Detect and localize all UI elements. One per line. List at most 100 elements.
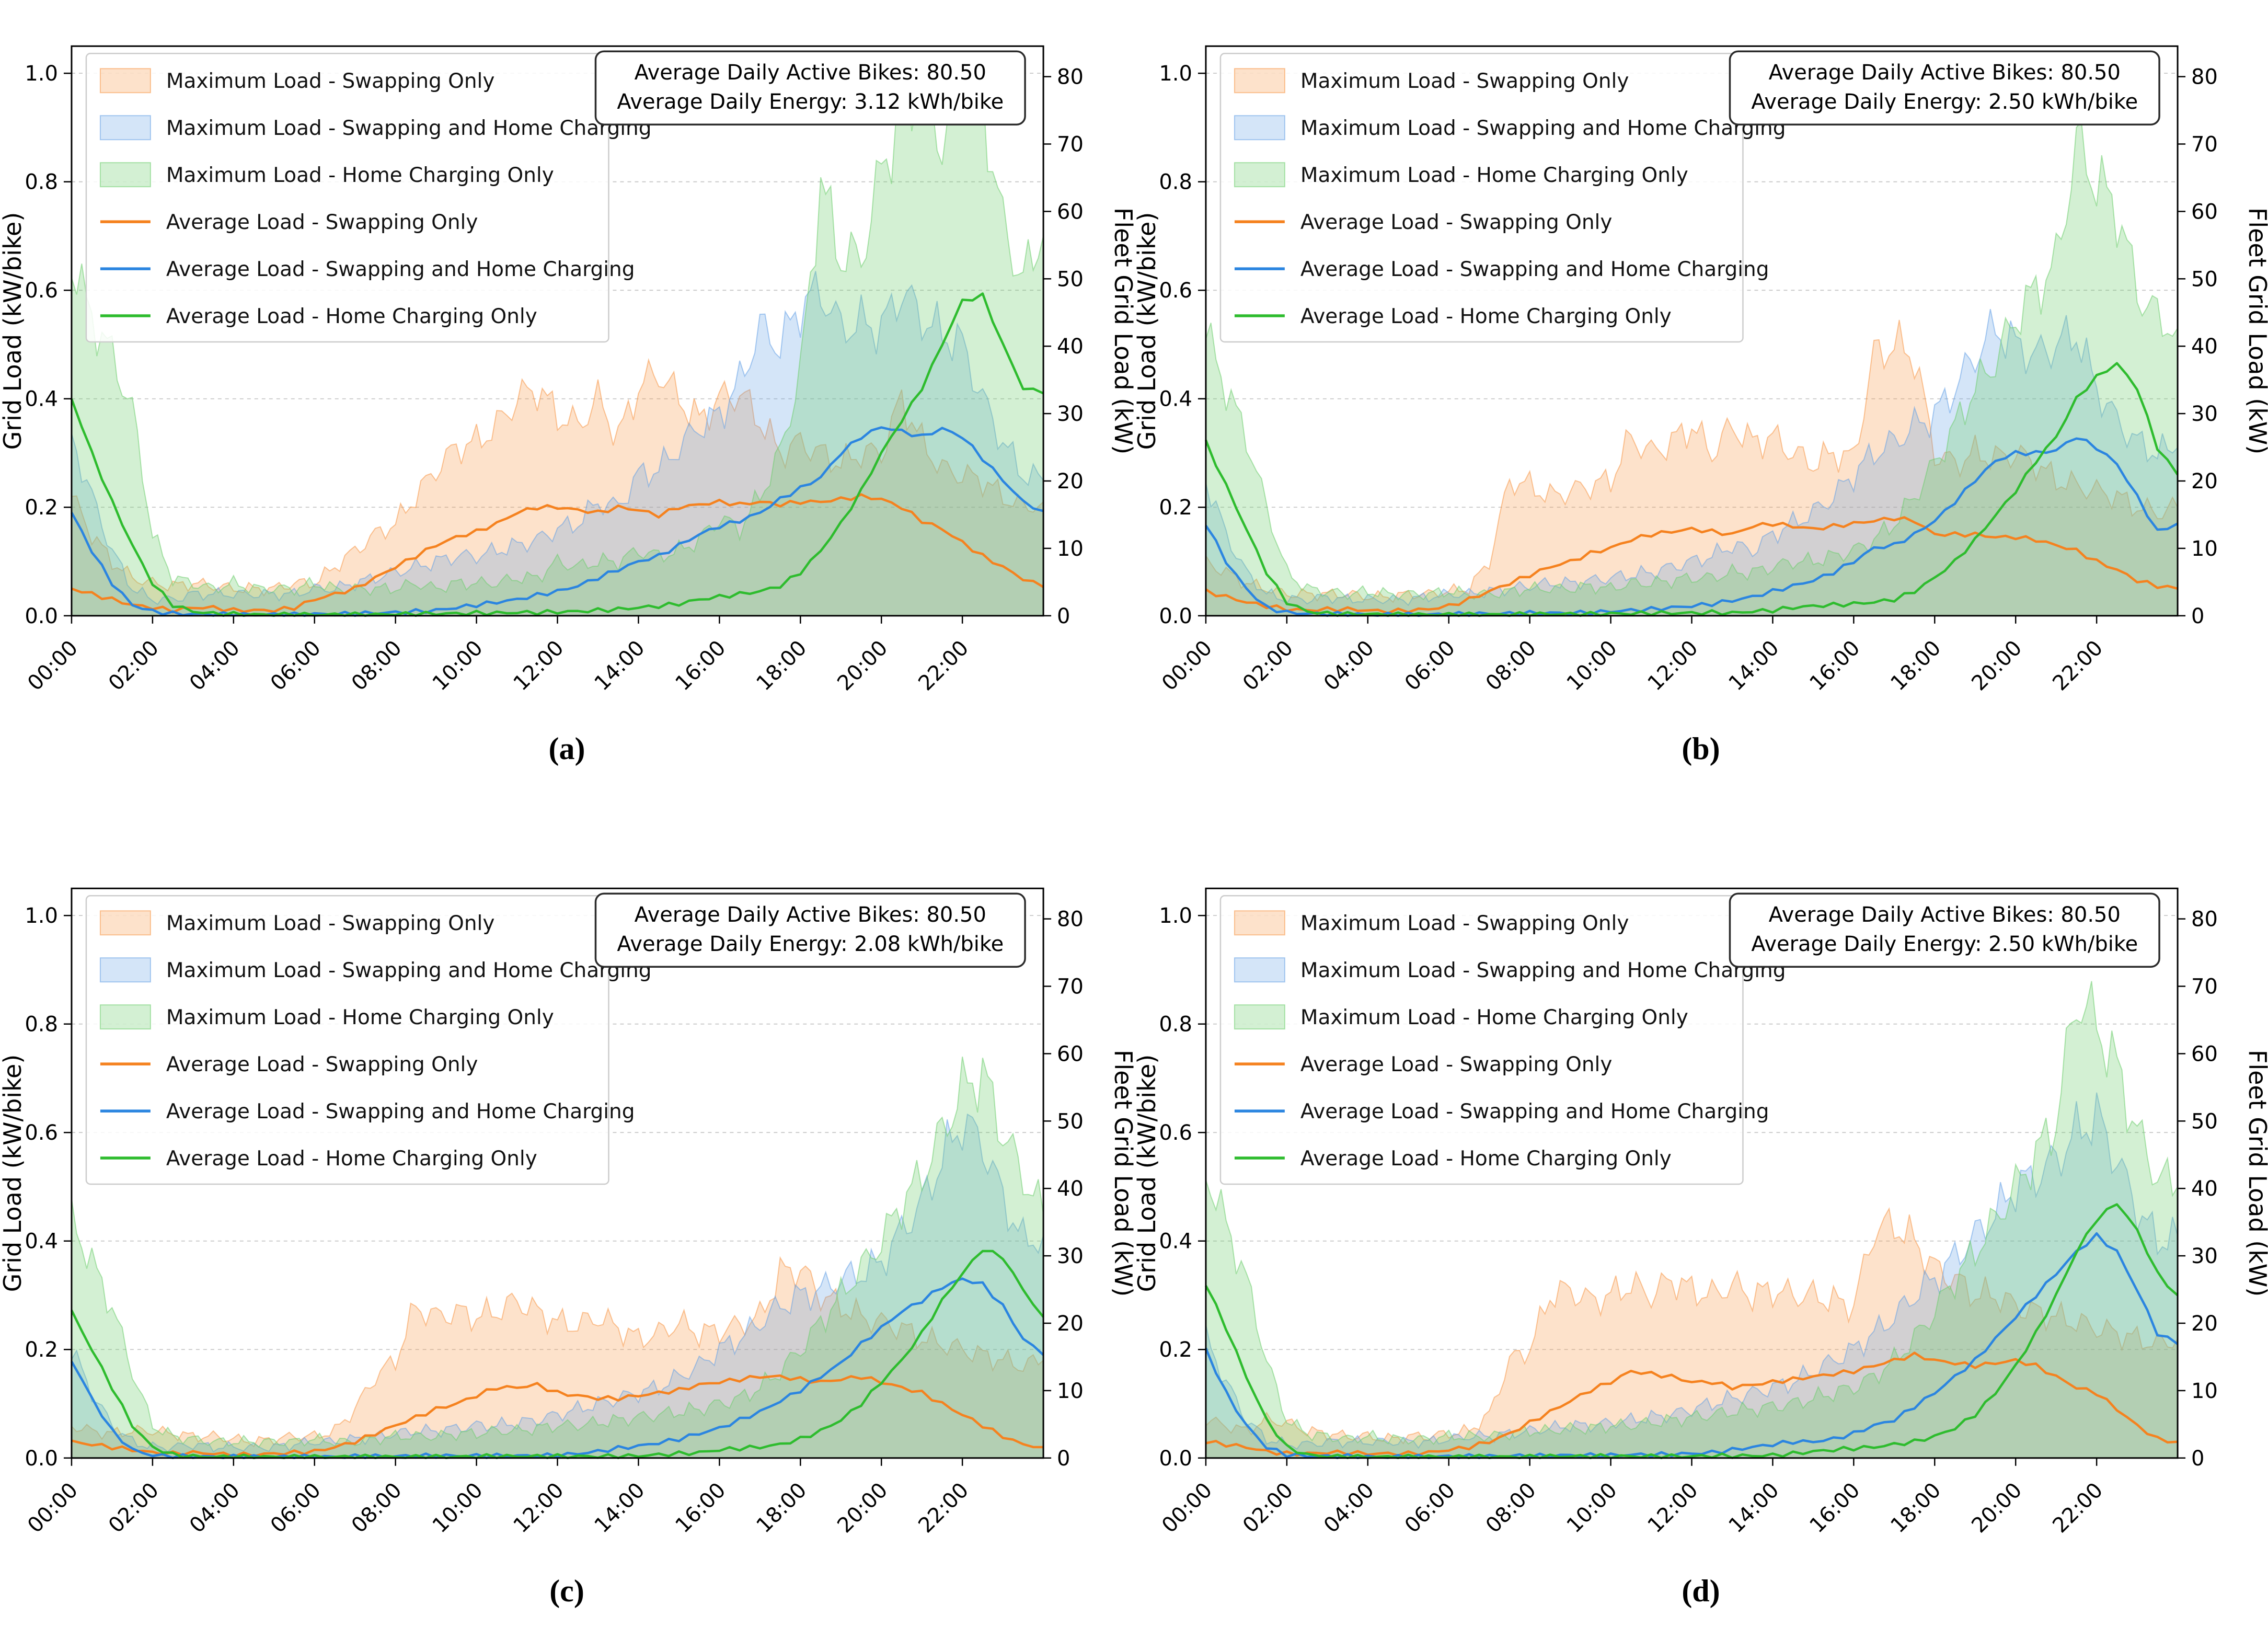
legend-swatch-fill-icon	[99, 115, 151, 141]
y-left-axis-label: Grid Load (kW/bike)	[0, 1055, 27, 1292]
y-left-tick-label: 0.8	[1159, 1013, 1192, 1037]
legend-swatch-fill-icon	[99, 910, 151, 936]
legend-label: Average Load - Swapping and Home Chargin…	[1300, 1100, 1769, 1124]
band-edge-swap	[1205, 1207, 2178, 1445]
legend-item: Maximum Load - Home Charging Only	[99, 162, 554, 188]
legend-item: Average Load - Swapping and Home Chargin…	[1234, 1100, 1769, 1124]
max-load-bands	[1205, 981, 2178, 1458]
band-edge-swap	[1205, 319, 2178, 603]
x-tick-label: 12:00	[1643, 636, 1702, 695]
x-tick-label: 14:00	[1724, 1478, 1783, 1538]
y-right-tick-label: 20	[1057, 1312, 1084, 1336]
legend-swatch-fill-icon	[1234, 162, 1285, 188]
y-left-axis-label: Grid Load (kW/bike)	[1134, 1055, 1161, 1292]
max-load-bands	[71, 51, 1044, 616]
legend-item: Maximum Load - Swapping and Home Chargin…	[1234, 957, 1786, 982]
y-left-tick-label: 0.6	[25, 279, 58, 303]
legend-label: Maximum Load - Home Charging Only	[1300, 1006, 1688, 1029]
legend-item: Average Load - Swapping Only	[100, 211, 478, 234]
annotation-box: Average Daily Active Bikes: 80.50 Average…	[1729, 892, 2160, 968]
y-right-tick-label: 60	[2191, 200, 2218, 224]
legend-item: Average Load - Home Charging Only	[1234, 305, 1671, 328]
avg-line-home	[1204, 362, 2179, 617]
annotation-daily-energy: Average Daily Energy: 2.08 kWh/bike	[617, 932, 1004, 956]
legend-label: Average Load - Swapping and Home Chargin…	[166, 258, 635, 281]
band-edge-home	[1205, 981, 2178, 1445]
x-tick-label: 18:00	[1886, 1478, 1945, 1538]
band-home	[1205, 121, 2178, 616]
chart-d-caption: (d)	[1682, 1574, 1720, 1608]
y-right-tick-label: 80	[2191, 908, 2218, 932]
legend-label: Average Load - Home Charging Only	[166, 305, 537, 328]
legend-item: Average Load - Swapping and Home Chargin…	[100, 1100, 635, 1124]
band-edge-home	[1205, 120, 2178, 601]
band-swap	[71, 1257, 1044, 1458]
annotation-active-bikes: Average Daily Active Bikes: 80.50	[1768, 903, 2120, 927]
chart-a-caption: (a)	[548, 731, 585, 766]
band-home	[1205, 981, 2178, 1458]
y-left-axis-label: Grid Load (kW/bike)	[1134, 212, 1161, 450]
band-edge-home	[71, 51, 1044, 597]
y-right-tick-label: 50	[1057, 1109, 1084, 1133]
legend-swatch-fill-icon	[99, 162, 151, 188]
x-tick-label: 10:00	[428, 636, 488, 695]
legend-label: Maximum Load - Swapping and Home Chargin…	[1300, 959, 1786, 982]
band-edge-swap	[71, 1256, 1044, 1448]
annotation-active-bikes: Average Daily Active Bikes: 80.50	[1768, 61, 2120, 85]
chart-panel-b: 00:00 02:00 04:00 06:00 08:00 10:00 12:00 14:00…	[1134, 0, 2268, 819]
x-tick-label: 16:00	[1805, 636, 1864, 695]
x-tick-label: 02:00	[1238, 1478, 1297, 1538]
x-tick-label: 06:00	[266, 1478, 326, 1538]
band-swap	[71, 360, 1044, 616]
chart-panel-c: 00:00 02:00 04:00 06:00 08:00 10:00 12:00 14:00…	[0, 819, 1134, 1639]
legend-swatch-fill-icon	[99, 957, 151, 983]
y-right-tick-label: 80	[1057, 65, 1084, 89]
y-left-tick-label: 0.6	[1159, 1121, 1192, 1145]
chart-panel-d: 00:00 02:00 04:00 06:00 08:00 10:00 12:00 14:00…	[1134, 819, 2268, 1639]
annotation-daily-energy: Average Daily Energy: 2.50 kWh/bike	[1751, 932, 2138, 956]
chart-b-canvas: 00:00 02:00 04:00 06:00 08:00 10:00 12:00 14:00…	[1134, 45, 2268, 695]
y-right-tick-label: 30	[1057, 1244, 1084, 1268]
y-right-tick-label: 20	[2191, 469, 2218, 494]
legend-label: Average Load - Swapping Only	[1300, 211, 1612, 234]
legend-label: Average Load - Swapping Only	[166, 211, 478, 234]
y-left-tick-label: 1.0	[25, 62, 58, 86]
y-right-tick-label: 0	[1057, 1447, 1070, 1471]
band-edge-both	[71, 1113, 1044, 1453]
legend-label: Maximum Load - Swapping Only	[1300, 70, 1629, 93]
band-edge-both	[71, 271, 1044, 605]
legend-label: Average Load - Swapping Only	[166, 1053, 478, 1076]
y-right-tick-label: 80	[2191, 65, 2218, 89]
legend-item: Maximum Load - Swapping Only	[1234, 910, 1629, 936]
legend-swatch-fill-icon	[1234, 68, 1285, 94]
legend-item: Average Load - Swapping and Home Chargin…	[1234, 258, 1769, 281]
band-edge-home	[71, 1056, 1044, 1448]
band-edge-swap	[71, 358, 1044, 597]
y-right-tick-label: 60	[2191, 1042, 2218, 1066]
legend-swatch-fill-icon	[1234, 115, 1285, 141]
y-left-tick-label: 1.0	[1159, 904, 1192, 928]
annotation-daily-energy: Average Daily Energy: 2.50 kWh/bike	[1751, 90, 2138, 114]
legend-item: Maximum Load - Home Charging Only	[1234, 162, 1688, 188]
x-tick-label: 18:00	[1886, 636, 1945, 695]
x-tick-label: 04:00	[185, 1478, 245, 1538]
y-left-axis-label: Grid Load (kW/bike)	[0, 212, 27, 450]
y-right-tick-label: 70	[1057, 975, 1084, 999]
x-tick-label: 10:00	[428, 1478, 488, 1538]
legend-item: Maximum Load - Swapping Only	[1234, 68, 1629, 93]
x-tick-label: 18:00	[752, 1478, 811, 1538]
x-tick-label: 10:00	[1562, 636, 1621, 695]
legend: Maximum Load - Swapping Only Maximum Load…	[1219, 895, 1786, 1185]
y-left-tick-label: 0.2	[25, 496, 58, 520]
legend-swatch-fill-icon	[1234, 1004, 1285, 1030]
chart-c-canvas: 00:00 02:00 04:00 06:00 08:00 10:00 12:00 14:00…	[0, 887, 1134, 1538]
legend-swatch-fill-icon	[1234, 910, 1285, 936]
y-right-tick-label: 0	[1057, 604, 1070, 628]
y-right-tick-label: 10	[2191, 537, 2218, 561]
y-left-tick-label: 0.6	[1159, 279, 1192, 303]
annotation-active-bikes: Average Daily Active Bikes: 80.50	[635, 903, 986, 927]
legend-label: Maximum Load - Home Charging Only	[166, 164, 554, 187]
legend-item: Maximum Load - Swapping and Home Chargin…	[99, 115, 651, 141]
band-edge-both	[1205, 1092, 2178, 1450]
